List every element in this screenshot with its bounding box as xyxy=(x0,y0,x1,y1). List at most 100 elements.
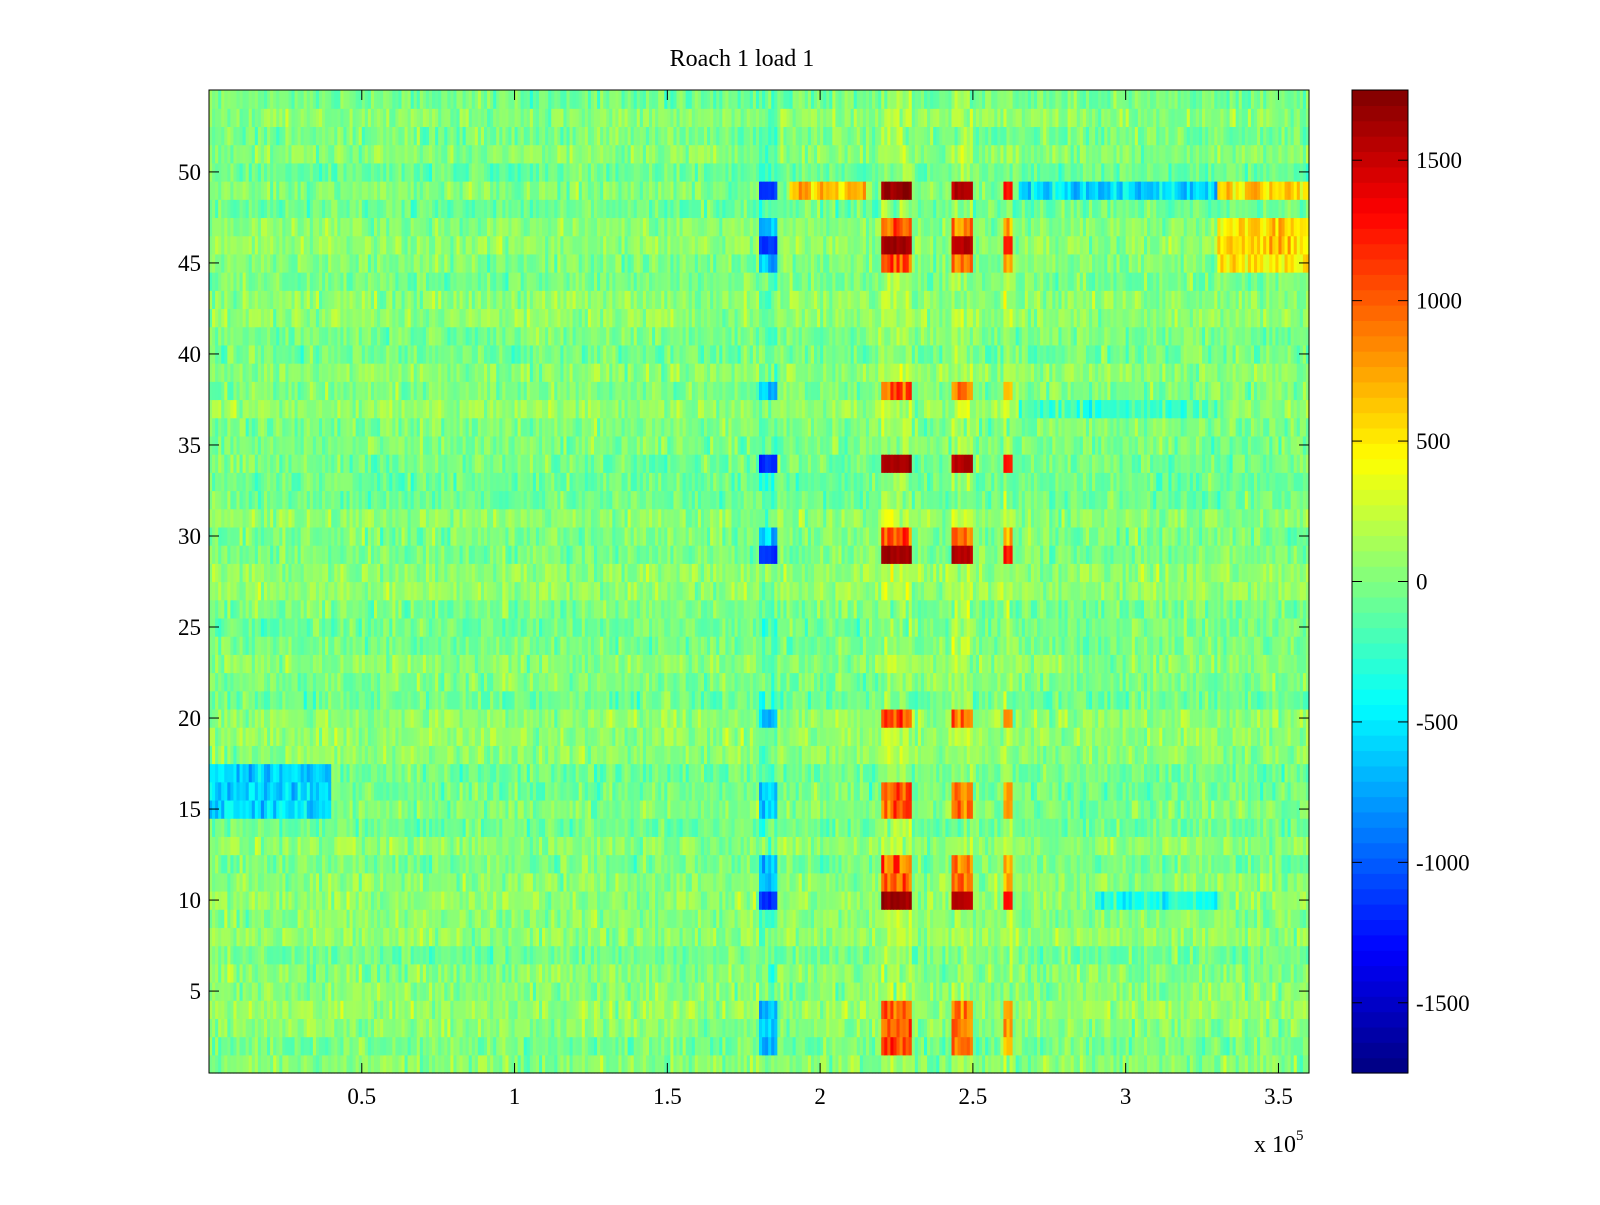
heatmap-cell xyxy=(380,1018,384,1038)
heatmap-cell xyxy=(1165,1018,1170,1038)
heatmap-cell xyxy=(312,981,317,1001)
heatmap-cell xyxy=(914,945,919,965)
heatmap-cell xyxy=(1046,945,1050,965)
heatmap-cell xyxy=(1131,945,1136,965)
heatmap-cell xyxy=(1089,963,1093,983)
heatmap-cell xyxy=(422,945,427,965)
heatmap-cell xyxy=(523,981,528,1001)
heatmap-cell xyxy=(1229,1000,1234,1019)
heatmap-cell xyxy=(789,945,794,965)
heatmap-cell xyxy=(551,1000,555,1019)
heatmap-cell xyxy=(502,963,506,983)
heatmap-cell xyxy=(755,1036,760,1056)
heatmap-cell xyxy=(1287,945,1292,965)
heatmap-cell xyxy=(835,963,840,983)
heatmap-cell xyxy=(911,1054,916,1074)
heatmap-cell xyxy=(355,927,360,947)
heatmap-cell xyxy=(511,945,516,965)
heatmap-cell xyxy=(600,1054,604,1074)
heatmap-cell xyxy=(902,1036,907,1056)
heatmap-cell xyxy=(1284,963,1289,983)
heatmap-cell xyxy=(920,1000,925,1019)
heatmap-cell xyxy=(914,963,919,983)
heatmap-cell xyxy=(450,945,455,965)
heatmap-cell xyxy=(273,1054,277,1074)
heatmap-cell xyxy=(325,1018,329,1038)
heatmap-cell xyxy=(1211,981,1215,1001)
heatmap-cell xyxy=(862,1000,867,1019)
heatmap-cell xyxy=(856,1000,861,1019)
heatmap-cell xyxy=(966,1054,971,1074)
heatmap-cell xyxy=(407,1054,412,1074)
heatmap-cell xyxy=(749,945,754,965)
heatmap-cell xyxy=(288,963,293,983)
heatmap-cell xyxy=(1250,1036,1255,1056)
heatmap-cell xyxy=(713,1018,717,1038)
heatmap-cell xyxy=(1034,1036,1038,1056)
heatmap-cell xyxy=(578,945,583,965)
heatmap-cell xyxy=(679,981,684,1001)
heatmap-cell xyxy=(670,945,675,965)
heatmap-cell xyxy=(309,981,314,1001)
heatmap-cell xyxy=(899,945,904,965)
heatmap-cell xyxy=(878,1018,882,1038)
heatmap-cell xyxy=(416,945,421,965)
heatmap-cell xyxy=(1049,1036,1053,1056)
heatmap-cell xyxy=(221,1000,225,1019)
heatmap-cell xyxy=(560,1018,565,1038)
heatmap-cell xyxy=(389,981,393,1001)
heatmap-cell xyxy=(887,1000,891,1019)
heatmap-cell xyxy=(890,963,895,983)
heatmap-cell xyxy=(847,963,852,983)
heatmap-cell xyxy=(548,1000,552,1019)
heatmap-cell xyxy=(960,981,965,1001)
heatmap-cell xyxy=(869,981,873,1001)
heatmap-cell xyxy=(1156,1036,1160,1056)
heatmap-cell xyxy=(1153,1018,1157,1038)
heatmap-cell xyxy=(914,1054,919,1074)
heatmap-cell xyxy=(1076,1018,1081,1038)
heatmap-cell xyxy=(1180,1036,1185,1056)
heatmap-cell xyxy=(972,1018,977,1038)
heatmap-cell xyxy=(1079,1018,1084,1038)
heatmap-cell xyxy=(480,1000,485,1019)
heatmap-cell xyxy=(502,945,506,965)
heatmap-cell xyxy=(694,945,699,965)
heatmap-cell xyxy=(212,1036,216,1056)
heatmap-cell xyxy=(810,1036,815,1056)
heatmap-cell xyxy=(581,1054,586,1074)
heatmap-cell xyxy=(487,981,491,1001)
heatmap-cell xyxy=(493,1054,497,1074)
heatmap-cell xyxy=(734,1036,739,1056)
heatmap-cell xyxy=(535,927,540,947)
heatmap-cell xyxy=(270,981,274,1001)
heatmap-cell xyxy=(1281,1036,1286,1056)
heatmap-cell xyxy=(474,1054,479,1074)
heatmap-cell xyxy=(370,1018,375,1038)
heatmap-cell xyxy=(1183,1054,1188,1074)
heatmap-cell xyxy=(936,1036,940,1056)
heatmap-cell xyxy=(1293,963,1298,983)
heatmap-cell xyxy=(496,981,500,1001)
heatmap-cell xyxy=(997,1036,1001,1056)
heatmap-cell xyxy=(801,1018,806,1038)
heatmap-cell xyxy=(927,981,931,1001)
heatmap-cell xyxy=(942,1054,946,1074)
heatmap-cell xyxy=(1000,963,1005,983)
heatmap-cell xyxy=(1290,963,1295,983)
heatmap-cell xyxy=(569,963,574,983)
heatmap-cell xyxy=(1278,981,1283,1001)
heatmap-cell xyxy=(380,963,384,983)
heatmap-cell xyxy=(526,981,531,1001)
heatmap-cell xyxy=(1156,1054,1160,1074)
heatmap-cell xyxy=(960,1054,965,1074)
heatmap-cell xyxy=(1128,1000,1133,1019)
heatmap-cell xyxy=(1067,1000,1072,1019)
heatmap-cell xyxy=(642,945,647,965)
heatmap-cell xyxy=(734,1000,739,1019)
heatmap-cell xyxy=(1092,945,1096,965)
heatmap-cell xyxy=(872,1036,876,1056)
heatmap-cell xyxy=(1095,1018,1099,1038)
heatmap-cell xyxy=(242,945,247,965)
heatmap-cell xyxy=(612,1054,616,1074)
